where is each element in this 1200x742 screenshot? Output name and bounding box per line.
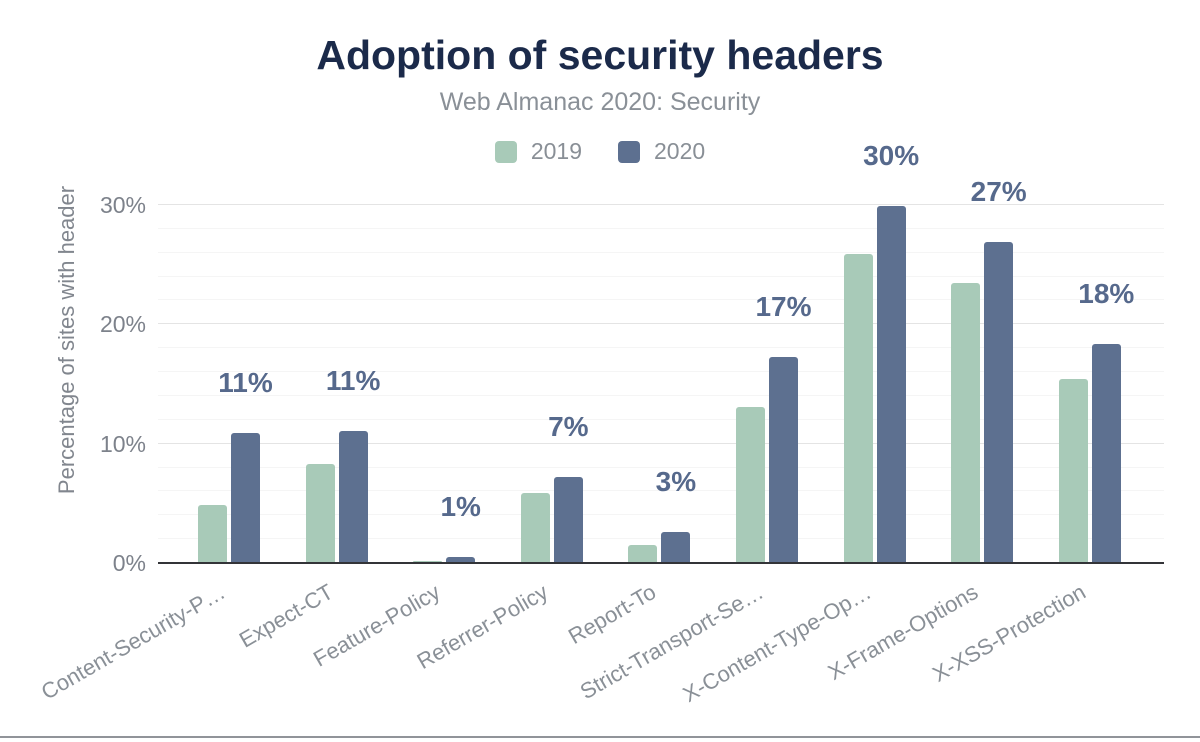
- bar-2020-Strict-Transport-Se…[interactable]: [769, 357, 798, 562]
- gridline-minor-8: [158, 466, 1164, 468]
- legend-item-2020[interactable]: 2020: [618, 138, 705, 165]
- bar-2020-Report-To[interactable]: [661, 532, 691, 562]
- y-tick-label-30%: 30%: [99, 192, 146, 218]
- x-axis-line: [158, 562, 1164, 564]
- gridline-major-10: [158, 442, 1164, 444]
- bar-2020-X-Content-Type-Op…[interactable]: [876, 206, 906, 562]
- gridline-minor-4: [158, 514, 1164, 516]
- legend-swatch-2019: [494, 140, 517, 163]
- bar-2019-X-XSS-Protection[interactable]: [1058, 379, 1088, 562]
- y-tick-label-10%: 10%: [99, 430, 146, 457]
- gridline-minor-12: [158, 418, 1164, 420]
- gridline-minor-6: [158, 490, 1164, 492]
- bar-2020-Content-Security-P…[interactable]: [231, 433, 260, 562]
- legend: 2019 2020: [0, 138, 1200, 165]
- chart-title: Adoption of security headers: [316, 32, 884, 78]
- bar-2020-Expect-CT[interactable]: [338, 431, 368, 562]
- gridline-major-20: [158, 323, 1164, 325]
- gridline-minor-22: [158, 299, 1164, 301]
- bar-value-label-Expect-CT: 11%: [325, 364, 381, 396]
- gridline-minor-18: [158, 347, 1164, 349]
- bar-2019-Feature-Policy[interactable]: [413, 561, 443, 562]
- bar-value-label-X-Frame-Options: 27%: [970, 176, 1027, 208]
- bar-2019-Report-To[interactable]: [628, 545, 658, 562]
- chart-subtitle: Web Almanac 2020: Security: [439, 88, 761, 116]
- bar-2020-Feature-Policy[interactable]: [446, 557, 476, 562]
- gridline-minor-24: [158, 275, 1164, 277]
- legend-item-2019[interactable]: 2019: [494, 138, 582, 165]
- bottom-divider: [0, 736, 1200, 738]
- bar-2019-Expect-CT[interactable]: [305, 464, 335, 562]
- bar-2020-Referrer-Policy[interactable]: [553, 477, 583, 562]
- gridline-major-30: [158, 204, 1164, 205]
- bar-2019-X-Content-Type-Op…[interactable]: [843, 254, 873, 562]
- gridline-minor-26: [158, 251, 1164, 253]
- legend-label-2020: 2020: [654, 138, 706, 164]
- bar-value-label-X-XSS-Protection: 18%: [1078, 277, 1135, 309]
- bar-2019-Referrer-Policy[interactable]: [520, 493, 550, 562]
- bar-2019-Strict-Transport-Se…[interactable]: [736, 407, 765, 562]
- bar-2020-X-Frame-Options[interactable]: [984, 242, 1014, 562]
- y-tick-label-0%: 0%: [112, 550, 146, 576]
- gridline-minor-28: [158, 227, 1164, 229]
- bar-value-label-Referrer-Policy: 7%: [548, 411, 589, 443]
- bar-2019-Content-Security-P…[interactable]: [198, 505, 227, 562]
- gridline-minor-14: [158, 394, 1164, 396]
- y-tick-label-20%: 20%: [99, 311, 146, 338]
- bar-value-label-Report-To: 3%: [655, 466, 697, 498]
- gridline-minor-2: [158, 538, 1164, 540]
- gridline-minor-16: [158, 371, 1164, 373]
- bar-value-label-Feature-Policy: 1%: [440, 491, 481, 523]
- legend-label-2019: 2019: [530, 138, 582, 164]
- legend-swatch-2020: [618, 140, 640, 163]
- bar-value-label-Strict-Transport-Se…: 17%: [755, 290, 812, 322]
- bar-2019-X-Frame-Options[interactable]: [951, 283, 981, 562]
- bar-2020-X-XSS-Protection[interactable]: [1091, 344, 1121, 562]
- bar-value-label-X-Content-Type-Op…: 30%: [863, 140, 920, 172]
- bar-value-label-Content-Security-P…: 11%: [218, 367, 273, 399]
